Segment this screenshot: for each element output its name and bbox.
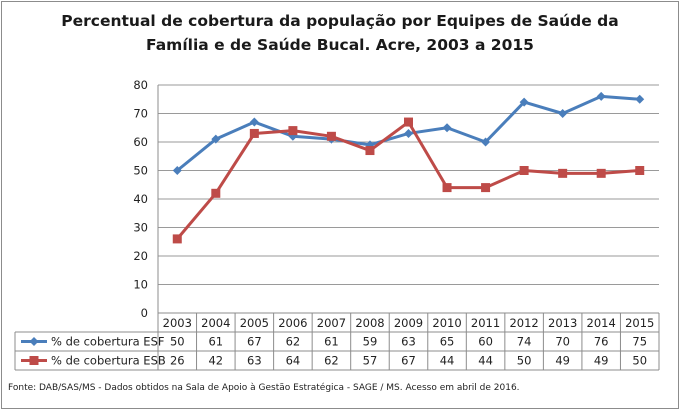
data-point [172, 166, 182, 175]
data-point [481, 183, 491, 193]
data-table-value: 62 [286, 335, 301, 349]
data-point [29, 337, 39, 346]
data-point [211, 134, 221, 144]
x-tick-label: 2011 [471, 316, 500, 330]
x-tick-label: 2013 [548, 316, 577, 330]
y-tick-label: 80 [133, 78, 148, 92]
x-tick-label: 2004 [201, 316, 230, 330]
data-table-value: 44 [478, 354, 493, 368]
x-tick-label: 2009 [394, 316, 423, 330]
series-line [176, 120, 640, 240]
legend-label: % de cobertura ESF [51, 335, 164, 349]
data-table-value: 57 [363, 354, 378, 368]
data-table-value: 67 [401, 354, 416, 368]
data-point [519, 97, 529, 107]
x-tick-label: 2008 [355, 316, 384, 330]
y-tick-label: 30 [133, 221, 148, 235]
data-table-value: 61 [324, 335, 339, 349]
x-tick-label: 2015 [625, 316, 654, 330]
data-point [211, 188, 221, 198]
data-table-value: 44 [440, 354, 455, 368]
data-table-value: 59 [363, 335, 378, 349]
data-point [558, 168, 568, 178]
data-point [635, 94, 645, 104]
data-table-value: 50 [632, 354, 647, 368]
y-tick-label: 0 [141, 306, 148, 320]
data-table-value: 50 [517, 354, 532, 368]
data-point [404, 128, 413, 138]
data-table-value: 74 [517, 335, 532, 349]
x-tick-label: 2006 [278, 316, 307, 330]
y-tick-label: 70 [133, 107, 148, 121]
data-point [326, 131, 336, 141]
data-point [29, 356, 39, 365]
data-table-value: 49 [594, 354, 609, 368]
y-tick-label: 60 [133, 135, 148, 149]
data-point [365, 146, 375, 156]
legend-label: % de cobertura ESB [51, 354, 166, 368]
data-point [558, 109, 568, 118]
data-point [442, 123, 452, 133]
data-table-value: 64 [286, 354, 301, 368]
data-point [596, 91, 606, 101]
data-table-value: 62 [324, 354, 339, 368]
data-table-value: 67 [247, 335, 262, 349]
data-point [596, 168, 606, 178]
source-note: Fonte: DAB/SAS/MS - Dados obtidos na Sal… [8, 383, 520, 393]
data-point [288, 126, 298, 136]
chart-title-line-2: Família e de Saúde Bucal. Acre, 2003 a 2… [146, 36, 534, 54]
x-tick-label: 2003 [163, 316, 192, 330]
data-table-value: 75 [632, 335, 647, 349]
chart-title-line-1: Percentual de cobertura da população por… [61, 12, 619, 30]
x-tick-label: 2007 [317, 316, 346, 330]
data-point [519, 166, 529, 175]
x-tick-label: 2014 [587, 316, 616, 330]
data-table-value: 61 [208, 335, 223, 349]
y-tick-label: 50 [133, 164, 148, 178]
y-tick-label: 10 [133, 278, 148, 292]
x-tick-label: 2010 [432, 316, 461, 330]
data-table-value: 26 [170, 354, 185, 368]
data-table-value: 60 [478, 335, 493, 349]
data-point [481, 137, 491, 147]
data-point [442, 183, 452, 193]
data-table-value: 76 [594, 335, 609, 349]
data-point [172, 234, 182, 244]
data-point [404, 117, 413, 127]
data-table-value: 42 [208, 354, 223, 368]
data-point [635, 166, 645, 175]
x-tick-label: 2005 [240, 316, 269, 330]
data-point [249, 128, 259, 138]
data-table-value: 63 [247, 354, 262, 368]
data-table-value: 70 [555, 335, 570, 349]
data-table-value: 49 [555, 354, 570, 368]
data-table-value: 65 [440, 335, 455, 349]
x-tick-label: 2012 [509, 316, 538, 330]
data-point [249, 117, 259, 127]
chart-title: Percentual de cobertura da população por… [0, 9, 680, 57]
data-table-value: 50 [170, 335, 185, 349]
y-tick-label: 40 [133, 192, 148, 206]
data-table-value: 63 [401, 335, 416, 349]
y-tick-label: 20 [133, 249, 148, 263]
